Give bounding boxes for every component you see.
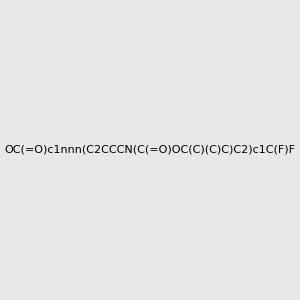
- Text: OC(=O)c1nnn(C2CCCN(C(=O)OC(C)(C)C)C2)c1C(F)F: OC(=O)c1nnn(C2CCCN(C(=O)OC(C)(C)C)C2)c1C…: [4, 145, 296, 155]
